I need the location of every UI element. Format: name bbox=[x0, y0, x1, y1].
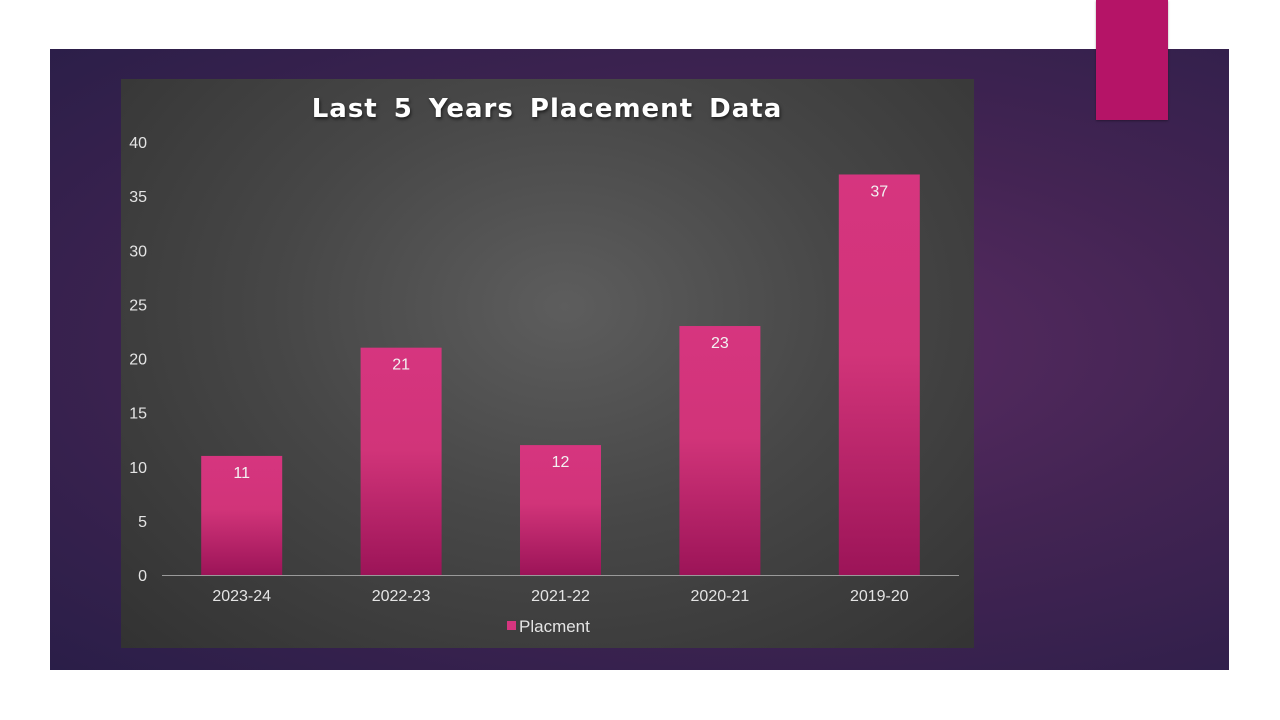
x-tick-label: 2019-20 bbox=[850, 588, 909, 605]
x-tick-label: 2021-22 bbox=[531, 588, 590, 605]
y-tick-label: 30 bbox=[129, 243, 147, 260]
y-tick-label: 15 bbox=[129, 406, 147, 423]
bar bbox=[520, 445, 601, 575]
bar bbox=[201, 455, 283, 575]
y-axis: 0 5 10 15 20 25 30 35 40 bbox=[129, 135, 147, 585]
legend-swatch bbox=[507, 621, 516, 630]
bar bbox=[360, 347, 442, 575]
x-tick-label: 2020-21 bbox=[691, 588, 750, 605]
y-tick-label: 5 bbox=[138, 514, 147, 531]
y-tick-label: 35 bbox=[129, 189, 147, 206]
accent-tab bbox=[1096, 0, 1168, 120]
x-tick-label: 2022-23 bbox=[372, 588, 431, 605]
legend: Placment bbox=[507, 617, 590, 636]
y-tick-label: 25 bbox=[129, 297, 147, 314]
y-tick-label: 0 bbox=[138, 568, 147, 585]
y-tick-label: 20 bbox=[129, 352, 147, 369]
bar-chart: Last 5 Years Placement Data 0 5 10 15 20 25 30… bbox=[129, 94, 959, 636]
y-tick-label: 10 bbox=[129, 460, 147, 477]
legend-label: Placment bbox=[519, 617, 590, 636]
bar bbox=[838, 174, 920, 575]
data-label: 23 bbox=[711, 335, 729, 352]
data-label: 37 bbox=[870, 183, 888, 200]
data-label: 12 bbox=[552, 454, 570, 471]
x-axis: 2023-24 2022-23 2021-22 2020-21 2019-20 bbox=[212, 588, 908, 605]
chart-panel: Last 5 Years Placement Data 0 5 10 15 20 25 30… bbox=[121, 79, 974, 648]
y-tick-label: 40 bbox=[129, 135, 147, 152]
bar-series: 11 21 12 23 37 bbox=[201, 174, 920, 575]
x-tick-label: 2023-24 bbox=[212, 588, 271, 605]
bar bbox=[679, 326, 761, 575]
chart-title: Last 5 Years Placement Data bbox=[312, 94, 783, 124]
data-label: 11 bbox=[233, 465, 250, 482]
data-label: 21 bbox=[392, 357, 410, 374]
